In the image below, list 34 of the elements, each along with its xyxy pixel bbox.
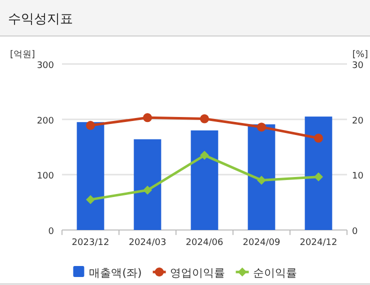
bar — [248, 124, 276, 230]
bar — [190, 130, 218, 230]
y2-tick-label: 10 — [352, 172, 364, 182]
point — [257, 176, 266, 185]
y-tick-label: 300 — [36, 61, 54, 71]
chart-title: 수익성지표 — [8, 12, 73, 27]
x-tick-label: 2024/06 — [186, 238, 224, 248]
bar — [134, 139, 162, 230]
x-tick-label: 2024/09 — [242, 238, 280, 248]
point — [200, 150, 209, 160]
point — [143, 186, 152, 195]
y2-tick-label: 30 — [352, 61, 364, 71]
x-tick-label: 2024/03 — [128, 238, 166, 248]
y2-tick-label: 20 — [352, 116, 364, 126]
bar — [76, 122, 104, 230]
y2-axis-title: [%] — [352, 50, 368, 60]
point — [314, 172, 323, 182]
legend-label: 순이익률 — [252, 266, 297, 280]
point — [257, 122, 266, 132]
x-tick-label: 2024/12 — [300, 238, 338, 248]
legend-label: 매출액(좌) — [89, 266, 142, 280]
legend-label: 영업이익률 — [170, 266, 225, 280]
point — [200, 114, 209, 124]
point — [314, 134, 323, 143]
y-tick-label: 100 — [36, 172, 54, 182]
bar — [304, 116, 332, 230]
point — [86, 120, 95, 130]
point — [143, 113, 152, 122]
y2-tick-label: 0 — [352, 227, 358, 237]
y-axis-title: [억원] — [10, 50, 36, 60]
point — [86, 195, 95, 204]
y-tick-label: 0 — [48, 227, 54, 237]
x-tick-label: 2023/12 — [72, 238, 110, 248]
y-tick-label: 200 — [36, 116, 54, 126]
